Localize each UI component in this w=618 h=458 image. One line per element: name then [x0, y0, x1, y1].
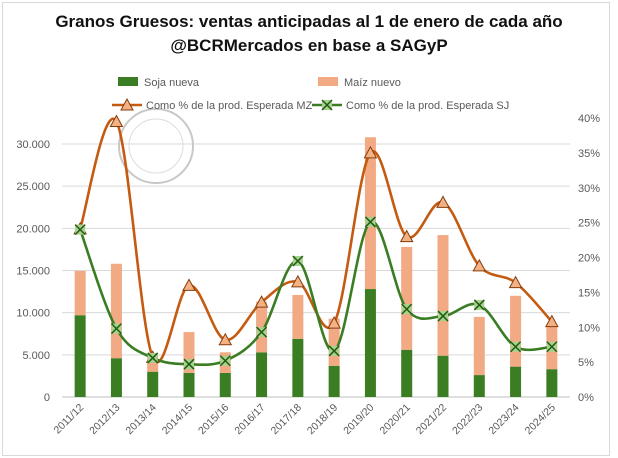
x-axis-tick-label: 2011/12 [51, 402, 86, 437]
marker-mz-point [291, 274, 305, 288]
bar-soja-nueva [510, 366, 522, 397]
marker-sj-point [510, 341, 522, 353]
bar-maiz-nuevo [183, 332, 195, 373]
chart-frame [2, 2, 610, 456]
bar-soja-nueva [183, 372, 195, 397]
x-axis-tick-label: 2024/25 [523, 402, 558, 437]
right-axis-tick-label: 10% [578, 322, 600, 334]
bar-maiz-nuevo [510, 295, 522, 367]
marker-sj-point [546, 341, 558, 353]
marker-sj-point [256, 326, 268, 338]
bar-maiz-nuevo [328, 318, 340, 366]
legend-label: Soja nueva [144, 77, 200, 89]
legend-label: Como % de la prod. Esperada SJ [346, 100, 509, 112]
chart-title: Granos Gruesos: ventas anticipadas al 1 … [0, 10, 618, 58]
marker-sj-point [147, 352, 159, 364]
x-axis-tick-label: 2014/15 [160, 402, 195, 437]
bar-soja-nueva [219, 372, 231, 397]
x-axis-tick-label: 2019/20 [341, 402, 376, 437]
left-axis-tick-label: 20.000 [16, 223, 50, 235]
marker-mz-point [254, 295, 269, 308]
x-axis-tick-label: 2023/24 [486, 402, 521, 437]
seal-watermark-inner [128, 118, 184, 174]
right-axis-tick-label: 5% [578, 357, 594, 369]
bar-soja-nueva [546, 369, 558, 397]
chart-title-line2: @BCRMercados en base a SAGyP [170, 36, 448, 55]
right-axis-tick-label: 25% [578, 218, 600, 230]
marker-mz-point [508, 275, 523, 289]
right-axis-tick-label: 15% [578, 287, 600, 299]
marker-sj-point [328, 345, 340, 357]
left-axis-tick-label: 15.000 [16, 266, 50, 278]
bar-maiz-nuevo [147, 354, 159, 372]
marker-sj-point [74, 224, 86, 236]
marker-sj-point [110, 323, 122, 335]
legend-swatch [318, 77, 338, 86]
bar-soja-nueva [401, 349, 413, 397]
bar-maiz-nuevo [364, 137, 376, 290]
bar-maiz-nuevo [473, 316, 485, 376]
x-axis-tick-label: 2020/21 [378, 402, 413, 437]
bar-soja-nueva [364, 289, 376, 397]
legend-label: Maíz nuevo [344, 77, 401, 89]
marker-mz-point [218, 332, 233, 346]
marker-mz-point [363, 145, 378, 159]
chart-title-line1: Granos Gruesos: ventas anticipadas al 1 … [55, 12, 563, 31]
bar-maiz-nuevo [401, 246, 413, 350]
left-axis-tick-label: 10.000 [16, 308, 50, 320]
marker-sj-point [219, 355, 231, 367]
left-axis-tick-label: 25.000 [16, 181, 50, 193]
bar-maiz-nuevo [110, 263, 122, 359]
marker-mz-point [399, 229, 414, 243]
seal-watermark [118, 108, 194, 184]
legend-marker [321, 99, 333, 111]
marker-sj-point [437, 310, 449, 322]
left-axis-tick-label: 5.000 [22, 350, 50, 362]
bar-maiz-nuevo [256, 301, 268, 353]
x-axis-tick-label: 2017/18 [269, 402, 304, 437]
x-axis-tick-label: 2015/16 [196, 402, 231, 437]
legend-label: Como % de la prod. Esperada MZ [146, 100, 313, 112]
marker-sj-point [401, 303, 413, 315]
bar-soja-nueva [292, 338, 304, 397]
x-axis-tick-label: 2013/14 [124, 402, 159, 437]
marker-sj-point [364, 216, 376, 228]
bar-soja-nueva [473, 375, 485, 397]
x-axis-tick-label: 2012/13 [87, 402, 122, 437]
marker-mz-point [327, 316, 341, 329]
x-axis-tick-label: 2022/23 [450, 402, 485, 437]
bar-soja-nueva [74, 315, 86, 397]
x-axis-tick-label: 2016/17 [232, 402, 267, 437]
legend-swatch [118, 77, 138, 86]
marker-sj-point [292, 255, 304, 267]
bar-maiz-nuevo [437, 235, 449, 356]
bar-soja-nueva [437, 355, 449, 397]
bar-soja-nueva [110, 358, 122, 397]
left-axis-tick-label: 0 [44, 392, 50, 404]
line-mz-percent [78, 117, 553, 363]
x-axis-tick-label: 2018/19 [305, 402, 340, 437]
marker-mz-point [109, 114, 124, 127]
right-axis-tick-label: 30% [578, 183, 600, 195]
x-axis-tick-label: 2021/22 [414, 402, 449, 437]
bar-maiz-nuevo [292, 294, 304, 339]
bar-soja-nueva [256, 352, 268, 397]
legend-marker [120, 97, 134, 111]
right-axis-tick-label: 35% [578, 148, 600, 160]
marker-sj-point [183, 358, 195, 370]
marker-sj-point [473, 299, 485, 311]
right-axis-tick-label: 0% [578, 392, 594, 404]
marker-mz-point [472, 258, 487, 272]
marker-mz-point [545, 314, 559, 328]
right-axis-tick-label: 40% [578, 113, 600, 125]
bar-maiz-nuevo [74, 270, 86, 316]
marker-mz-point [182, 278, 196, 291]
bar-soja-nueva [147, 371, 159, 397]
right-axis-tick-label: 20% [578, 253, 600, 265]
marker-mz-point [436, 195, 450, 208]
bar-soja-nueva [328, 365, 340, 397]
left-axis-tick-label: 30.000 [16, 139, 50, 151]
